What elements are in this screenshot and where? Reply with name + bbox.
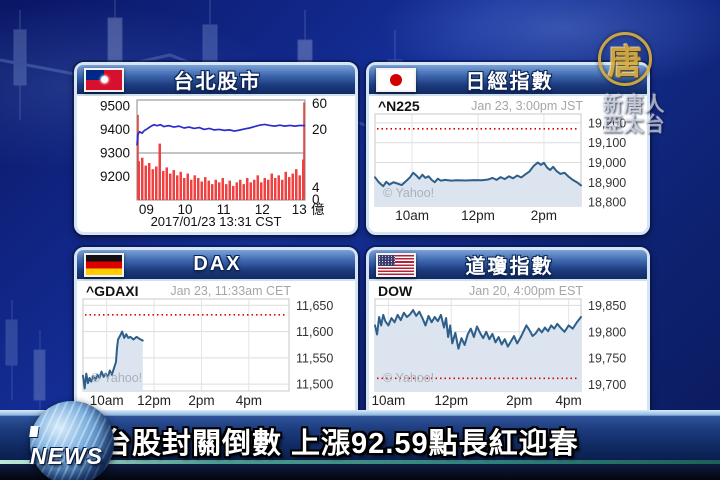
yahoo-watermark: © Yahoo!	[383, 371, 435, 385]
taipei-intraday-chart: 9500 9400 9300 9200 60 20 40 09 10 11 12 13 億	[100, 96, 327, 217]
svg-text:10: 10	[177, 202, 192, 217]
svg-text:0: 0	[312, 192, 320, 207]
svg-text:19,850: 19,850	[588, 299, 626, 313]
ticker-bottom-shadow	[0, 464, 720, 480]
ntd-logo-line2: 亞太台	[602, 114, 666, 136]
svg-text:19,700: 19,700	[588, 378, 626, 392]
svg-text:9400: 9400	[100, 122, 130, 137]
news-bullet-icon	[29, 426, 39, 437]
panel-taipei-stock: 台北股市 9500 9400 9300 9200 60 20 4 0 09 10 11 12 13 億 2…	[74, 62, 358, 235]
news-globe-icon: NEWS	[29, 401, 114, 480]
yahoo-watermark: © Yahoo!	[91, 371, 143, 385]
svg-text:19,800: 19,800	[588, 325, 626, 339]
panel-nikkei-title: 日經指數	[465, 71, 554, 93]
dow-timestamp: Jan 20, 4:00pm EST	[469, 284, 583, 298]
svg-text:12: 12	[255, 202, 270, 217]
news-label: NEWS	[29, 416, 114, 470]
panel-dax-title: DAX	[193, 253, 242, 275]
svg-text:2pm: 2pm	[506, 393, 532, 408]
svg-text:10am: 10am	[90, 393, 124, 408]
panel-nikkei-body: 19,200 19,100 19,000 18,900 18,800 10am 12pm 2p…	[369, 96, 647, 229]
yahoo-watermark: © Yahoo!	[383, 186, 435, 200]
svg-text:09: 09	[139, 202, 154, 217]
panel-dax: DAX 11,650 11,600 11,550 11,500 10am 12pm 2pm 4…	[74, 247, 358, 420]
panel-taipei-titlebar: 台北股市	[77, 65, 355, 96]
dax-symbol: ^GDAXI	[86, 283, 139, 299]
nikkei-symbol: ^N225	[378, 98, 420, 114]
dax-timestamp: Jan 23, 11:33am CET	[170, 284, 291, 298]
svg-text:19,100: 19,100	[588, 136, 626, 150]
nikkei-timestamp: Jan 23, 3:00pm JST	[471, 99, 583, 113]
germany-flag-icon	[84, 252, 124, 277]
svg-text:19,200: 19,200	[588, 116, 626, 130]
svg-text:4: 4	[312, 180, 320, 195]
panel-taipei-title: 台北股市	[173, 71, 262, 93]
panel-dow-titlebar: 道瓊指數	[369, 250, 647, 281]
ticker-accent-line	[0, 460, 720, 464]
nikkei-intraday-chart: 19,200 19,100 19,000 18,900 18,800 10am 12pm 2p…	[374, 113, 626, 223]
svg-text:9500: 9500	[100, 98, 130, 113]
dow-symbol: DOW	[378, 283, 413, 299]
ticker-bar	[0, 415, 720, 460]
svg-text:9300: 9300	[100, 145, 130, 160]
svg-text:9200: 9200	[100, 169, 130, 184]
panel-dow-body: 19,850 19,800 19,750 19,700 10am 12pm 2pm 4pm D…	[369, 281, 647, 414]
news-ticker: 台股封關倒數 上漲92.59點長紅迎春 NEWS	[0, 401, 720, 480]
svg-text:18,800: 18,800	[588, 196, 626, 210]
ticker-top-strip	[0, 410, 720, 415]
svg-text:11,500: 11,500	[296, 378, 333, 392]
svg-text:19,750: 19,750	[588, 352, 626, 366]
svg-text:4pm: 4pm	[236, 393, 262, 408]
panel-dow: 道瓊指數 19,850 19,800 19,750 19,700 10am 12pm 2pm…	[366, 247, 650, 420]
svg-text:60: 60	[312, 96, 327, 111]
ntd-seal-character: 唐	[608, 43, 642, 82]
svg-text:18,900: 18,900	[588, 176, 626, 190]
panel-taipei-body: 9500 9400 9300 9200 60 20 4 0 09 10 11 12 13 億 2017/0…	[77, 96, 355, 229]
dax-intraday-chart: 11,650 11,600 11,550 11,500 10am 12pm 2pm 4pm	[82, 298, 333, 408]
panel-dax-titlebar: DAX	[77, 250, 355, 281]
usa-flag-icon	[376, 252, 416, 277]
panel-dow-title: 道瓊指數	[465, 256, 554, 278]
svg-text:億: 億	[311, 202, 325, 217]
ntd-logo-line1: 新唐人	[602, 94, 666, 116]
ntd-seal-icon: 唐	[598, 32, 652, 86]
dow-intraday-chart: 19,850 19,800 19,750 19,700 10am 12pm 2pm 4pm	[371, 298, 626, 408]
svg-text:10am: 10am	[371, 393, 405, 408]
svg-text:12pm: 12pm	[137, 393, 171, 408]
japan-flag-icon	[376, 67, 416, 92]
svg-text:19,000: 19,000	[588, 156, 626, 170]
svg-text:20: 20	[312, 122, 327, 137]
svg-text:13: 13	[292, 202, 307, 217]
svg-text:4pm: 4pm	[556, 393, 582, 408]
taiwan-flag-icon	[84, 67, 124, 92]
svg-text:11: 11	[217, 202, 231, 217]
panel-nikkei: 日經指數 19,200 19,100 19,000 18,900 18,800 10am 1…	[366, 62, 650, 235]
panel-dax-body: 11,650 11,600 11,550 11,500 10am 12pm 2pm 4pm ^…	[77, 281, 355, 414]
svg-text:2pm: 2pm	[188, 393, 214, 408]
svg-text:10am: 10am	[395, 208, 429, 223]
svg-text:11,600: 11,600	[296, 325, 333, 339]
svg-text:12pm: 12pm	[461, 208, 495, 223]
taipei-date-caption: 2017/01/23 13:31 CST	[150, 214, 282, 229]
svg-text:2pm: 2pm	[531, 208, 557, 223]
svg-text:11,550: 11,550	[296, 351, 333, 365]
svg-text:12pm: 12pm	[434, 393, 468, 408]
news-headline: 台股封關倒數 上漲92.59點長紅迎春	[102, 428, 579, 460]
svg-text:11,650: 11,650	[296, 299, 333, 313]
news-label-text: NEWS	[30, 443, 103, 469]
